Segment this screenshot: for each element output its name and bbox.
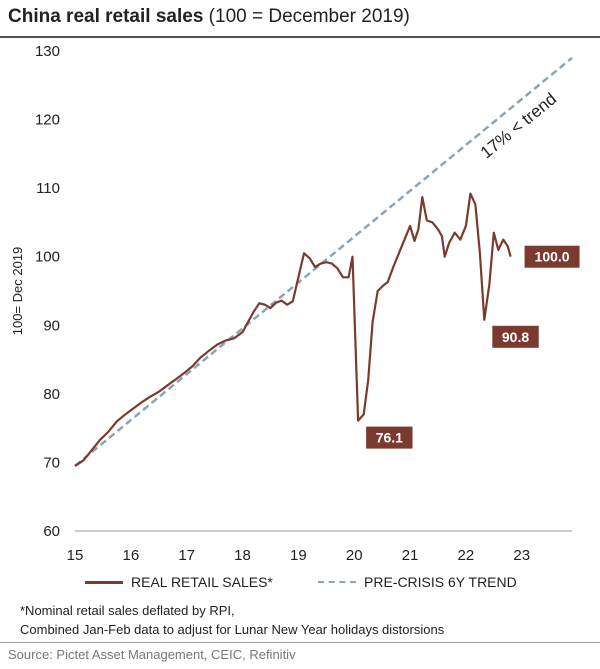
trend-gap-annotation: 17% < trend (477, 89, 560, 162)
x-tick-label: 22 (458, 547, 475, 564)
title-divider (0, 36, 600, 38)
footnote-2: Combined Jan-Feb data to adjust for Luna… (20, 622, 445, 637)
x-tick-label: 23 (513, 547, 530, 564)
legend-item-real-retail-sales: REAL RETAIL SALES* (85, 574, 273, 590)
source-divider (0, 642, 600, 643)
legend-label: PRE-CRISIS 6Y TREND (364, 574, 517, 590)
y-tick-label: 100 (35, 249, 60, 266)
y-tick-label: 80 (43, 386, 60, 403)
data-label-box (366, 426, 413, 449)
legend-solid-line-swatch (85, 580, 123, 584)
data-label-box (492, 325, 539, 348)
y-tick-label: 130 (35, 43, 60, 60)
footnote-1: *Nominal retail sales deflated by RPI, (20, 603, 235, 618)
x-tick-label: 21 (402, 547, 419, 564)
data-labels: 100.0 90.8 76.1 (366, 245, 580, 449)
y-tick-label: 110 (36, 180, 60, 197)
y-tick-label: 70 (43, 454, 60, 471)
source-note: Source: Pictet Asset Management, CEIC, R… (8, 647, 296, 662)
legend-dashed-line-swatch (318, 581, 356, 583)
y-axis-label: 100= Dec 2019 (10, 247, 25, 336)
legend-label: REAL RETAIL SALES* (131, 574, 273, 590)
legend: REAL RETAIL SALES* PRE-CRISIS 6Y TREND (0, 574, 600, 594)
y-tick-label: 120 (35, 112, 60, 129)
data-label-box (524, 245, 580, 268)
data-label-text: 76.1 (376, 430, 403, 446)
real-retail-sales-line (74, 192, 512, 467)
y-tick-label: 60 (43, 523, 60, 540)
x-tick-label: 18 (234, 547, 251, 564)
x-tick-label: 20 (346, 547, 363, 564)
series-layer (74, 56, 573, 467)
x-tick-label: 16 (122, 547, 139, 564)
x-axis: 15 16 17 18 19 20 21 22 23 (67, 547, 530, 564)
x-tick-label: 17 (178, 547, 195, 564)
data-label-text: 100.0 (535, 249, 570, 265)
chart-title: China real retail sales (100 = December … (8, 6, 410, 27)
data-label: 90.8 (492, 325, 539, 348)
data-label: 100.0 (524, 245, 580, 268)
x-tick-label: 15 (67, 547, 84, 564)
x-tick-label: 19 (290, 547, 307, 564)
y-axis: 60 70 80 90 100 110 120 130 (35, 43, 60, 540)
data-label-text: 90.8 (502, 329, 529, 345)
y-tick-label: 90 (43, 317, 60, 334)
data-label: 76.1 (366, 426, 413, 449)
legend-item-pre-crisis-trend: PRE-CRISIS 6Y TREND (318, 574, 517, 590)
